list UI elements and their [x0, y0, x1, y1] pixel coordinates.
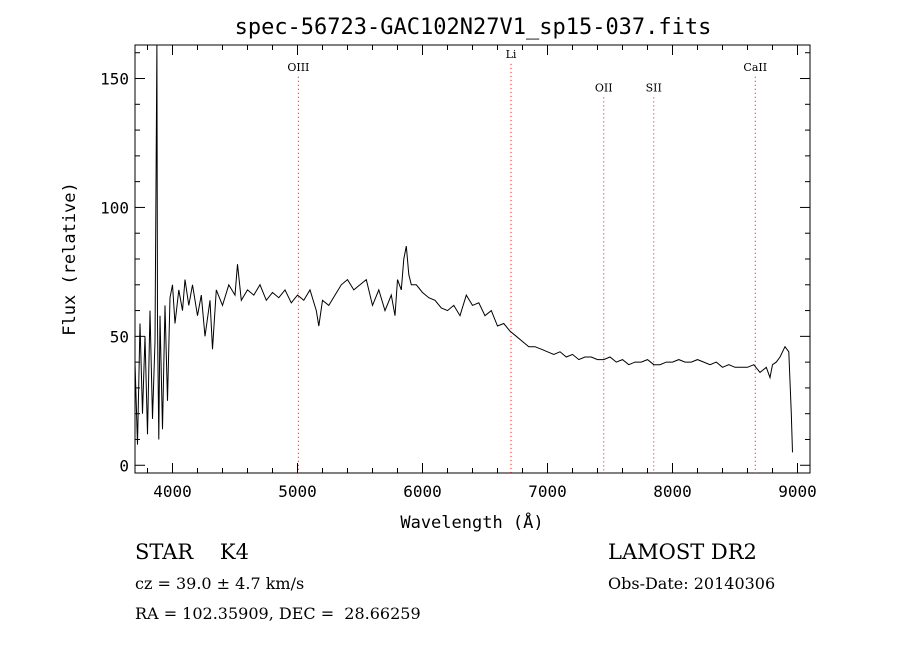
survey-name: LAMOST DR2 — [608, 540, 757, 564]
x-tick-label: 5000 — [278, 482, 317, 501]
x-tick-label: 7000 — [528, 482, 567, 501]
redshift-velocity: cz = 39.0 ± 4.7 km/s — [135, 574, 305, 593]
object-class: STAR K4 — [135, 540, 249, 564]
spectral-line-label: OII — [595, 81, 613, 94]
y-tick-label: 100 — [100, 198, 129, 217]
x-tick-label: 9000 — [778, 482, 817, 501]
spectral-line-label: SII — [646, 81, 662, 94]
spectral-line-markers: OIII Li OII SII CaII — [287, 48, 767, 473]
spectral-line-label: Li — [506, 48, 517, 61]
y-tick-label: 0 — [119, 456, 129, 475]
y-tick-label: 50 — [110, 327, 129, 346]
y-axis-label: Flux (relative) — [60, 182, 80, 336]
x-tick-label: 8000 — [653, 482, 692, 501]
coordinates: RA = 102.35909, DEC = 28.66259 — [135, 604, 421, 623]
x-tick-label: 6000 — [403, 482, 442, 501]
x-tick-label: 4000 — [153, 482, 192, 501]
observation-date: Obs-Date: 20140306 — [608, 574, 776, 593]
axis-ticks: 4000 5000 6000 7000 8000 9000 0 50 100 150 — [100, 45, 817, 501]
plot-frame — [134, 44, 811, 474]
chart-title: spec-56723-GAC102N27V1_sp15-037.fits — [235, 15, 712, 40]
x-axis-label: Wavelength (Å) — [400, 511, 543, 533]
spectral-line-label: CaII — [743, 61, 767, 74]
spectrum-line — [134, 44, 793, 453]
y-tick-label: 150 — [100, 70, 129, 89]
spectral-line-label: OIII — [287, 61, 309, 74]
